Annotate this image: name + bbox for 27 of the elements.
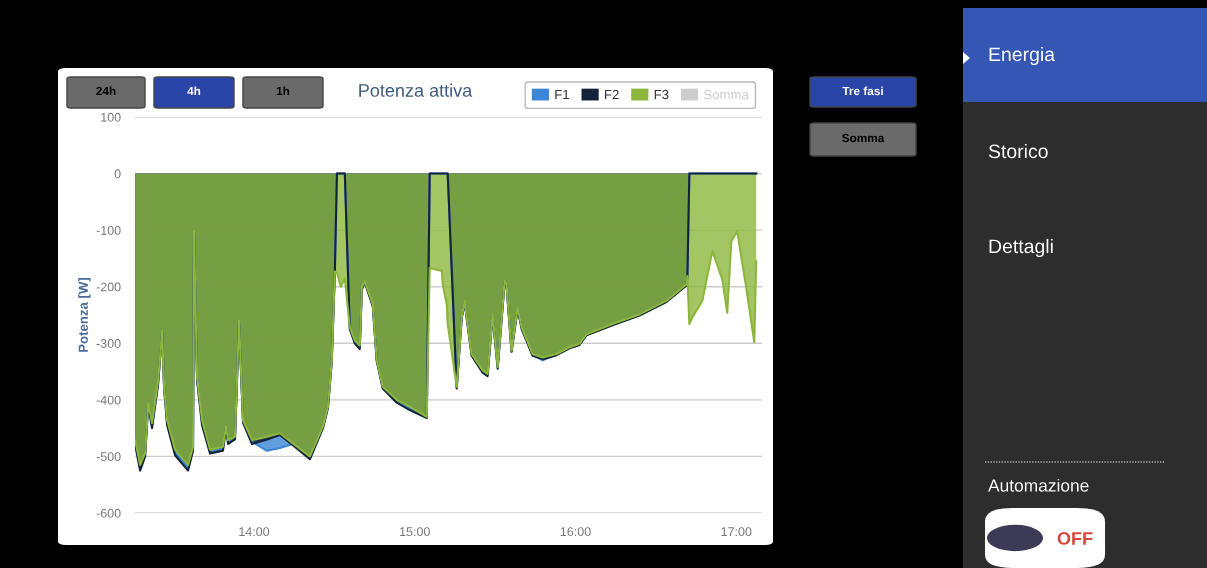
y-axis-title: Potenza [W] [78,277,91,352]
y-tick-label: -200 [96,282,121,292]
legend-label: F2 [605,89,619,100]
text: 24h [96,86,116,96]
y-tick-label: -500 [96,452,121,462]
y-tick-label: 0 [114,169,121,179]
text: Storico [988,143,1048,159]
legend-label: F1 [555,90,569,100]
y-tick-label: -400 [96,395,121,405]
text: Tre fasi [842,86,883,96]
text: Dettagli [989,238,1053,258]
y-tick-label: -100 [96,225,121,235]
legend-label: F3 [654,89,669,100]
text: OFF [1057,532,1093,545]
text: Energia [989,46,1056,66]
text: Somma [842,133,885,143]
y-tick-label: 100 [101,112,121,122]
x-tick-label: 16:00 [560,527,591,537]
x-tick-label: 17:00 [721,527,752,537]
y-tick-label: -300 [96,339,121,348]
text: 1h [276,86,290,96]
text: 4h [187,86,201,96]
text: Automazione [988,478,1089,492]
chart-title: Potenza attiva [359,83,473,97]
y-tick-label: -600 [96,508,121,518]
x-tick-label: 15:00 [400,527,430,537]
x-tick-label: 14:00 [239,527,270,537]
